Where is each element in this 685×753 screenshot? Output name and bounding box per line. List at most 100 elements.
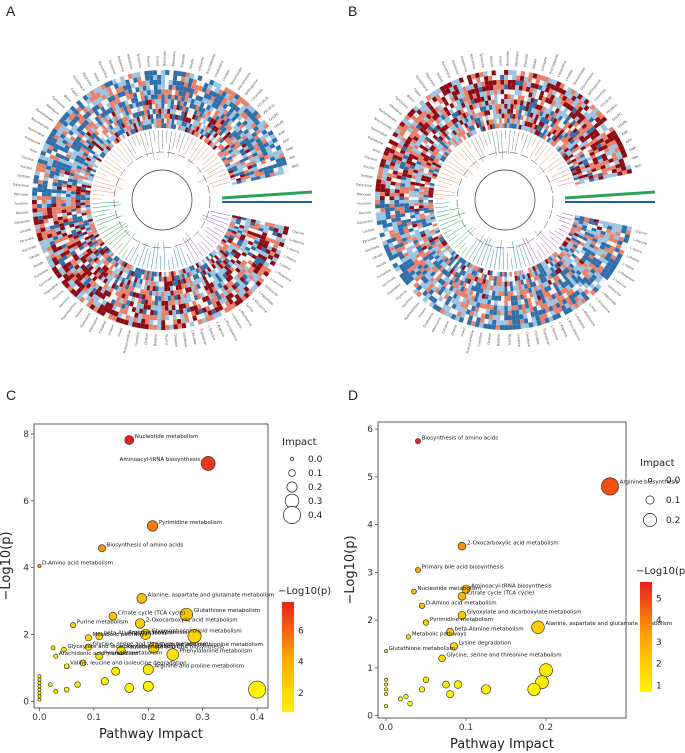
heatmap-cell <box>394 203 400 208</box>
heatmap-cell <box>593 160 600 166</box>
heatmap-cell <box>463 271 469 278</box>
heatmap-cell <box>86 154 93 160</box>
heatmap-cell <box>120 293 126 299</box>
heatmap-cell <box>103 266 110 273</box>
heatmap-cell <box>515 309 520 316</box>
heatmap-cell <box>467 99 473 106</box>
heatmap-cell <box>265 136 272 143</box>
heatmap-cell <box>109 259 115 265</box>
heatmap-cell <box>428 192 434 196</box>
heatmap-cell <box>148 324 153 330</box>
heatmap-cell <box>531 316 537 323</box>
heatmap-cell <box>258 227 264 233</box>
pathway-bubble <box>442 680 450 689</box>
heatmap-cell <box>436 242 443 248</box>
heatmap-cell <box>579 153 586 159</box>
heatmap-cell <box>85 247 92 253</box>
heatmap-cell <box>568 131 575 137</box>
heatmap-cell <box>394 206 400 211</box>
dendrogram-branch <box>514 131 520 155</box>
heatmap-cell <box>89 260 96 266</box>
heatmap-cell <box>550 83 556 90</box>
pathway-bubble <box>53 653 59 659</box>
heatmap-cell <box>604 129 611 136</box>
heatmap-cell <box>153 276 157 282</box>
heatmap-cell <box>541 112 547 118</box>
heatmap-cell <box>195 273 200 280</box>
heatmap-cell <box>423 192 429 195</box>
heatmap-cell <box>467 110 473 116</box>
heatmap-cell <box>442 241 448 247</box>
heatmap-cell <box>70 229 77 234</box>
pathway-bubble <box>527 682 541 696</box>
heatmap-cell <box>582 254 589 260</box>
dendrogram-branch <box>443 229 452 235</box>
heatmap-cell <box>130 108 135 114</box>
heatmap-cell <box>75 207 82 212</box>
heatmap-cell <box>531 265 537 272</box>
heatmap-cell <box>462 112 467 119</box>
heatmap-cell <box>71 188 77 192</box>
heatmap-cell <box>106 86 112 93</box>
heatmap-cell <box>275 249 282 256</box>
heatmap-cell <box>561 242 567 248</box>
heatmap-cell <box>237 155 244 161</box>
heatmap-cell <box>111 105 117 112</box>
heatmap-cell <box>257 153 264 159</box>
heatmap-cell <box>142 120 147 126</box>
heatmap-cell <box>62 180 68 185</box>
heatmap-cell <box>130 286 135 292</box>
heatmap-cell <box>523 110 528 117</box>
heatmap-cell <box>535 290 540 296</box>
heatmap-cell <box>45 138 52 145</box>
heatmap-cell <box>402 226 409 231</box>
heatmap-cell <box>544 280 550 287</box>
heatmap-cell <box>46 233 53 239</box>
heatmap-cell <box>536 284 542 291</box>
heatmap-cell <box>564 91 571 98</box>
heatmap-cell <box>179 289 184 295</box>
heatmap-cell <box>113 273 119 279</box>
heatmap-cell <box>85 197 91 200</box>
heatmap-cell <box>92 299 98 306</box>
heatmap-cell <box>400 257 407 264</box>
heatmap-cell <box>538 79 545 86</box>
heatmap-cell <box>443 137 449 143</box>
heatmap-cell <box>596 169 603 174</box>
heatmap-cell <box>398 254 405 260</box>
heatmap-cell <box>512 109 517 115</box>
heatmap-cell <box>168 276 173 282</box>
heatmap-cell <box>566 86 573 94</box>
metabolite-label: Serotonin <box>451 59 460 75</box>
heatmap-cell <box>200 286 206 293</box>
heatmap-cell <box>254 146 261 153</box>
heatmap-cell <box>267 263 274 270</box>
heatmap-cell <box>228 253 234 259</box>
heatmap-cell <box>429 117 435 124</box>
heatmap-cell <box>266 233 273 239</box>
heatmap-cell <box>61 186 67 191</box>
heatmap-cell <box>500 305 505 311</box>
heatmap-cell <box>239 140 246 146</box>
heatmap-cell <box>538 273 543 280</box>
pathway-bubble <box>446 690 454 699</box>
heatmap-cell <box>244 148 251 154</box>
heatmap-cell <box>219 249 225 255</box>
heatmap-cell <box>486 304 491 310</box>
heatmap-cell <box>466 262 471 268</box>
heatmap-cell <box>450 80 457 87</box>
heatmap-cell <box>230 302 237 309</box>
heatmap-cell <box>39 223 45 229</box>
heatmap-cell <box>457 132 463 138</box>
pathway-bubble <box>418 686 426 693</box>
heatmap-cell <box>89 89 96 97</box>
heatmap-cell <box>105 255 112 262</box>
heatmap-cell <box>186 102 191 108</box>
heatmap-cell <box>485 120 490 126</box>
heatmap-cell <box>414 208 420 212</box>
heatmap-cell <box>544 307 551 313</box>
heatmap-cell <box>456 109 463 116</box>
heatmap-cell <box>538 299 544 306</box>
heatmap-cell <box>435 240 442 246</box>
heatmap-cell <box>187 117 192 124</box>
